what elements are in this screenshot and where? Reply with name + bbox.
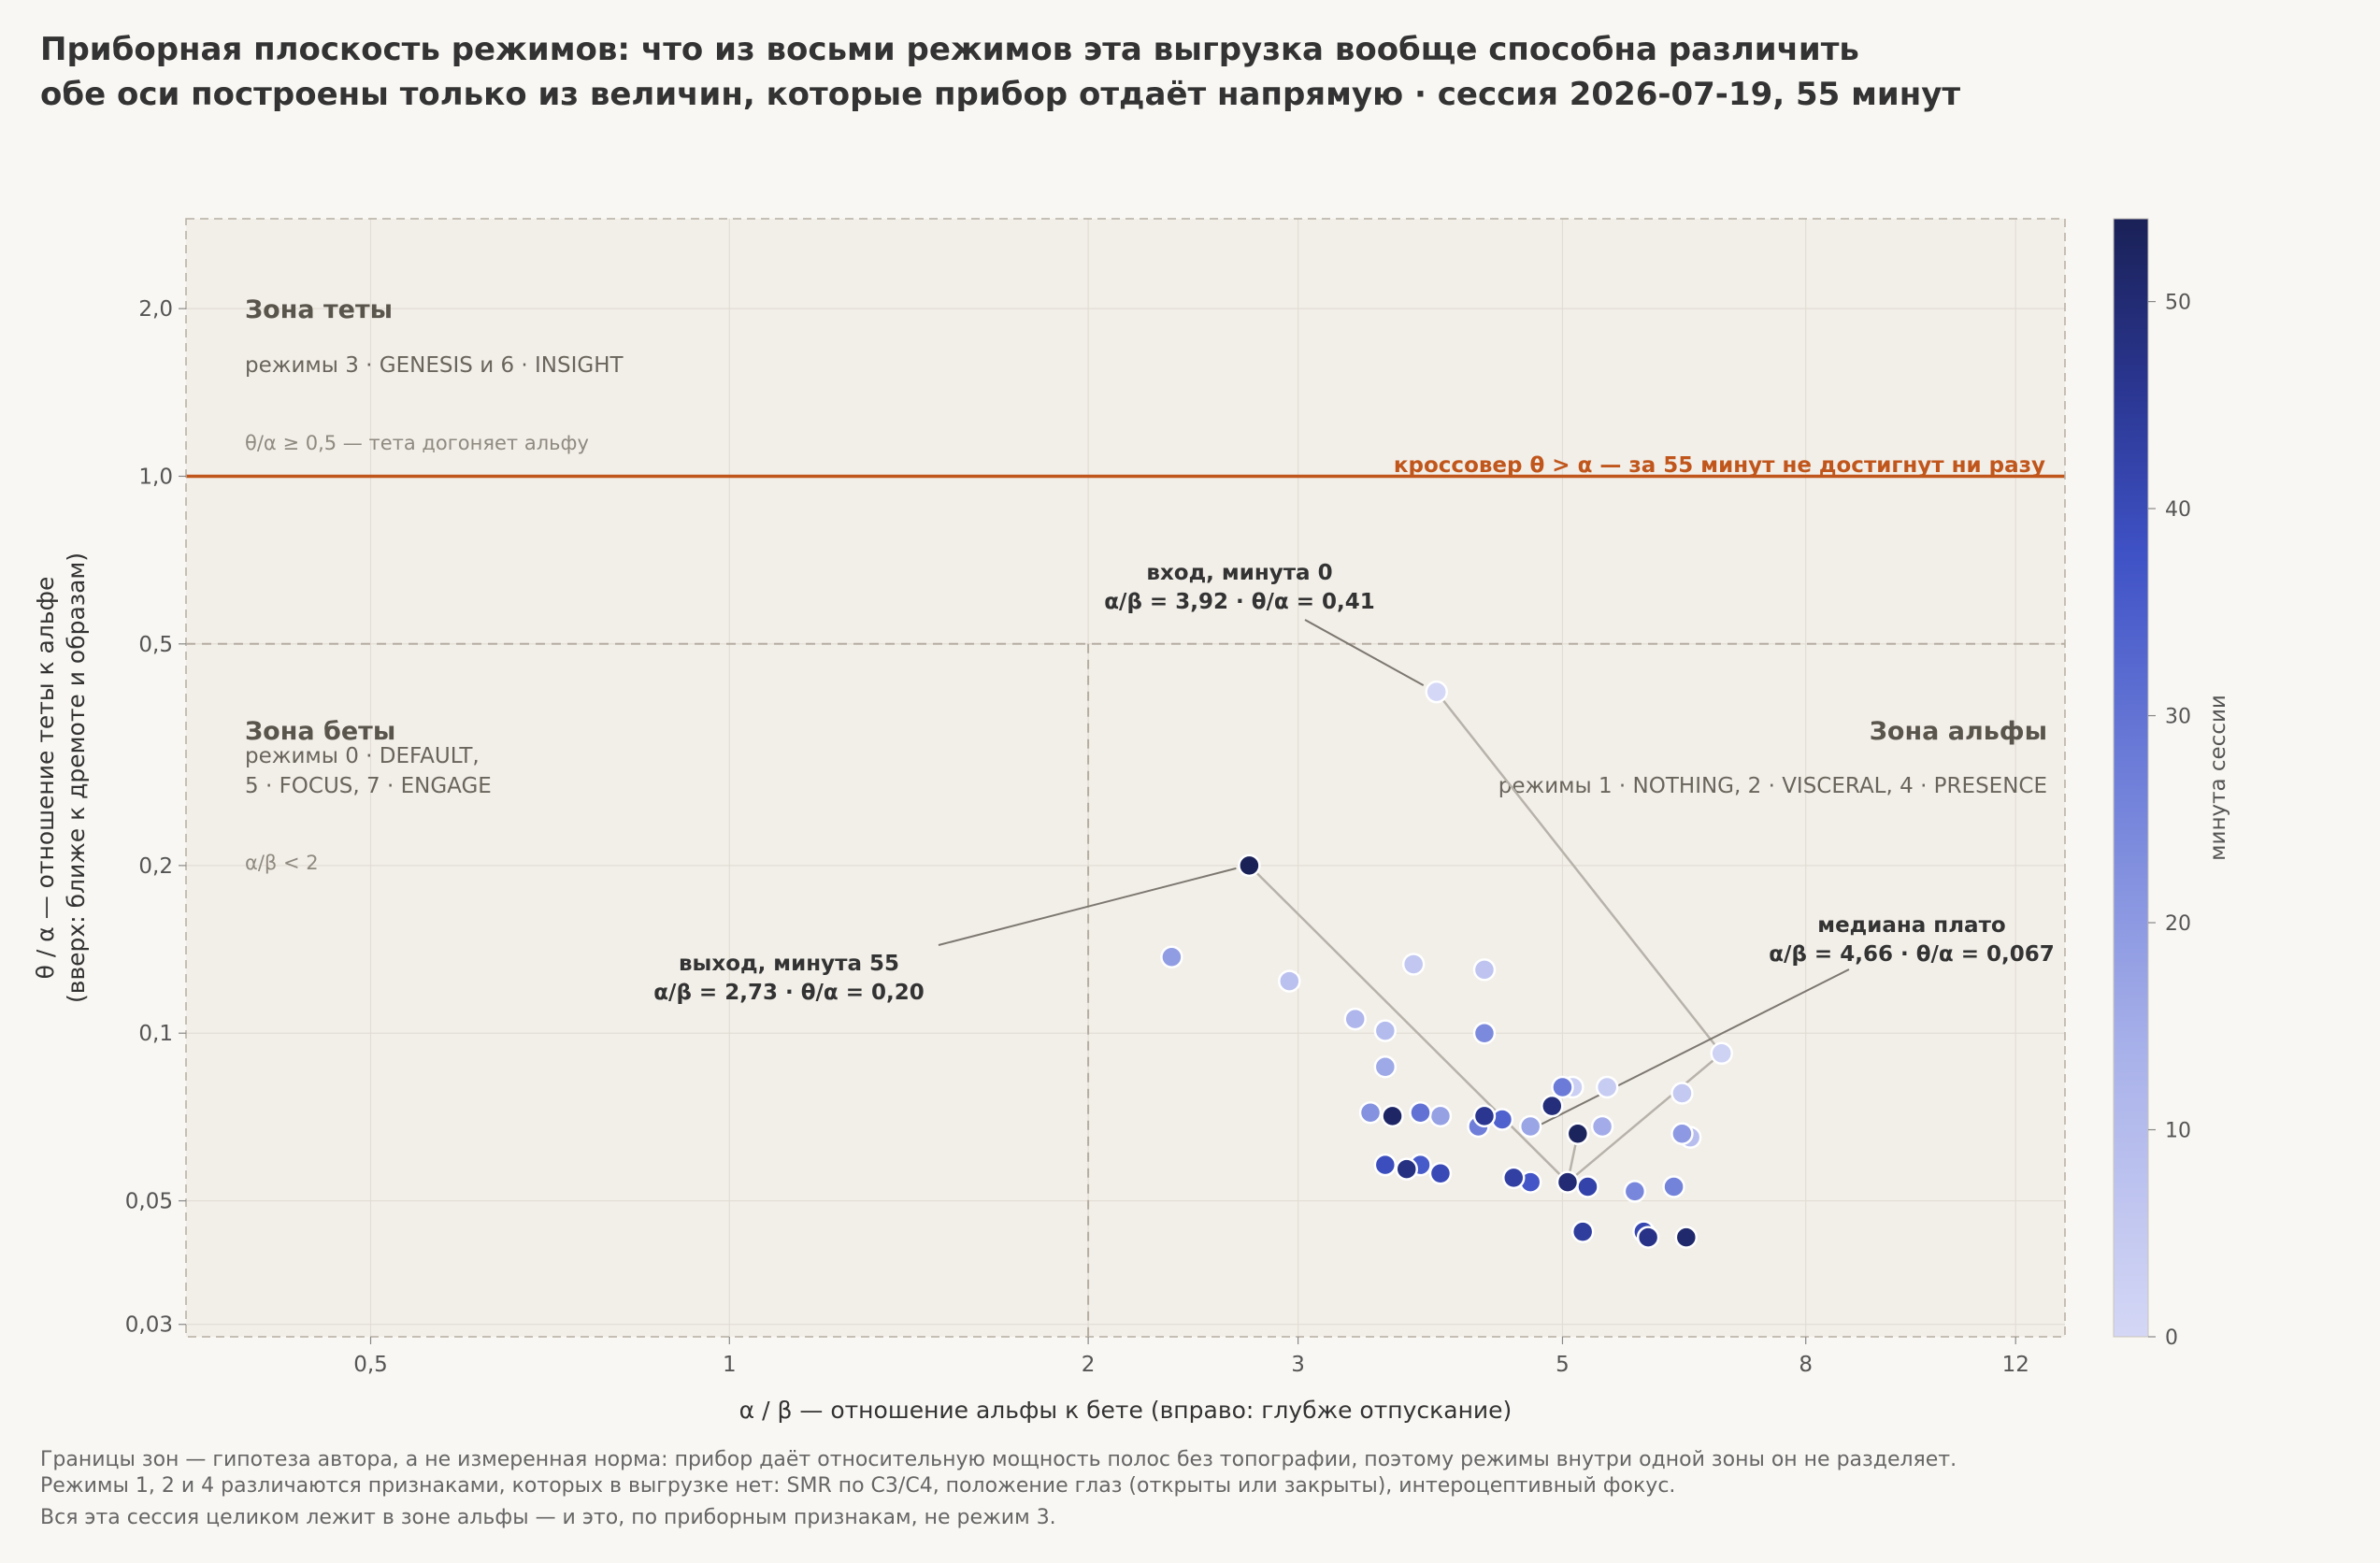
zone-alpha-title: Зона альфы (1870, 717, 2047, 746)
chart-title-line2: обе оси построены только из величин, кот… (40, 76, 1960, 113)
axis-ticks: 0,5 1 2 3 5 8 120,030,050,10,20,51,02,0 (125, 297, 2029, 1377)
data-point (1670, 1082, 1694, 1105)
data-point (1636, 1226, 1660, 1249)
zone-theta-title: Зона теты (245, 295, 393, 324)
data-point (1358, 1100, 1383, 1125)
x-tick-label: 1 (723, 1353, 737, 1377)
data-point (1373, 1153, 1398, 1177)
data-point (1160, 945, 1183, 969)
y-tick-label: 0,5 (138, 633, 173, 657)
x-tick-label: 2 (1082, 1353, 1096, 1377)
plot-frame (185, 218, 2066, 1338)
footnote-line1: Границы зон — гипотеза автора, а не изме… (40, 1448, 1957, 1471)
data-point (1590, 1114, 1614, 1139)
y-axis-label-line1: θ / α — отношение теты к альфе (32, 577, 59, 980)
y-tick-label: 2,0 (138, 297, 173, 322)
data-point (1674, 1226, 1699, 1249)
data-point (1556, 1170, 1580, 1194)
data-point (1670, 1122, 1694, 1145)
zone-beta-modes-line2: 5 · FOCUS, 7 · ENGAGE (245, 774, 492, 798)
annotation-leaders (938, 619, 1850, 1133)
crossover-label: кроссовер θ > α — за 55 минут не достигн… (1394, 453, 2045, 478)
footnote-line2: Режимы 1, 2 и 4 различаются признаками, … (40, 1474, 1675, 1498)
plot-area (186, 219, 2065, 1337)
data-point (1428, 1104, 1453, 1128)
median-label-line1: медиана плато (1817, 913, 2005, 938)
exit-label-line1: выход, минута 55 (679, 952, 899, 976)
colorbar-tick-label: 40 (2165, 498, 2191, 522)
zone-boundaries (186, 642, 2065, 1337)
data-point (1278, 969, 1301, 993)
x-tick-label: 5 (1556, 1353, 1570, 1377)
footnote-line3: Вся эта сессия целиком лежит в зоне альф… (40, 1506, 1056, 1529)
data-point (1472, 1104, 1497, 1128)
colorbar-tick-label: 20 (2165, 912, 2191, 936)
y-tick-label: 0,05 (125, 1190, 173, 1214)
data-point (1551, 1075, 1574, 1099)
y-tick-label: 0,2 (138, 854, 173, 879)
y-tick-label: 0,03 (125, 1313, 173, 1338)
colorbar-tick-label: 10 (2165, 1120, 2191, 1143)
colorbar-label: минута сессии (2206, 695, 2230, 861)
entry-label-line1: вход, минута 0 (1146, 561, 1332, 585)
colorbar (2113, 218, 2149, 1338)
data-point (1373, 1019, 1398, 1042)
data-point (1595, 1075, 1619, 1099)
data-point (1710, 1041, 1733, 1066)
data-point (1238, 853, 1261, 878)
x-tick-label: 8 (1799, 1353, 1813, 1377)
chart-title-line1: Приборная плоскость режимов: что из вось… (40, 31, 1859, 68)
entry-leader (1304, 619, 1425, 687)
entry-label-line2: α/β = 3,92 · θ/α = 0,41 (1104, 590, 1375, 614)
exit-leader (938, 867, 1237, 946)
zone-beta-rule: α/β < 2 (245, 852, 319, 874)
data-point (1428, 1161, 1453, 1185)
colorbar-ticks: 0 10 20 30 40 50 (2148, 292, 2191, 1350)
zone-beta-modes-line1: режимы 0 · DEFAULT, (245, 744, 480, 768)
data-point (1518, 1114, 1542, 1139)
data-point (1373, 1055, 1398, 1079)
data-point (1501, 1166, 1526, 1190)
data-point (1662, 1175, 1685, 1198)
data-point (1623, 1180, 1647, 1203)
zone-theta-modes: режимы 3 · GENESIS и 6 · INSIGHT (245, 353, 624, 378)
data-point (1570, 1220, 1595, 1243)
trajectory-polyline (1248, 691, 1724, 1185)
data-point (1381, 1104, 1404, 1128)
data-point (1395, 1157, 1418, 1181)
trajectory-path (1248, 691, 1724, 1185)
data-point (1566, 1122, 1590, 1145)
y-tick-label: 0,1 (138, 1022, 173, 1046)
colorbar-tick-label: 50 (2165, 292, 2191, 315)
data-point (1576, 1175, 1599, 1198)
x-tick-label: 0,5 (353, 1353, 388, 1377)
exit-label-line2: α/β = 2,73 · θ/α = 0,20 (653, 981, 925, 1005)
colorbar-tick-label: 30 (2165, 706, 2191, 729)
data-point (1401, 953, 1426, 976)
data-point (1409, 1100, 1432, 1125)
median-label-line2: α/β = 4,66 · θ/α = 0,067 (1769, 942, 2055, 967)
colorbar-tick-label: 0 (2165, 1326, 2178, 1350)
x-tick-label: 12 (2002, 1353, 2029, 1377)
zone-alpha-modes: режимы 1 · NOTHING, 2 · VISCERAL, 4 · PR… (1498, 774, 2047, 798)
x-axis-label: α / β — отношение альфы к бете (вправо: … (739, 1397, 1513, 1424)
y-tick-label: 1,0 (138, 465, 173, 489)
data-point (1541, 1094, 1564, 1118)
data-point (1472, 1021, 1497, 1045)
zone-beta-title: Зона беты (245, 717, 395, 746)
data-points (1160, 680, 1733, 1249)
zone-theta-rule: θ/α ≥ 0,5 — тета догоняет альфу (245, 432, 589, 454)
y-axis-label-line2: (вверх: ближе к дремоте и образам) (63, 552, 90, 1003)
data-point (1343, 1007, 1367, 1031)
x-tick-label: 3 (1291, 1353, 1305, 1377)
data-point (1425, 680, 1448, 704)
median-leader (1526, 968, 1850, 1133)
data-point (1472, 958, 1497, 982)
